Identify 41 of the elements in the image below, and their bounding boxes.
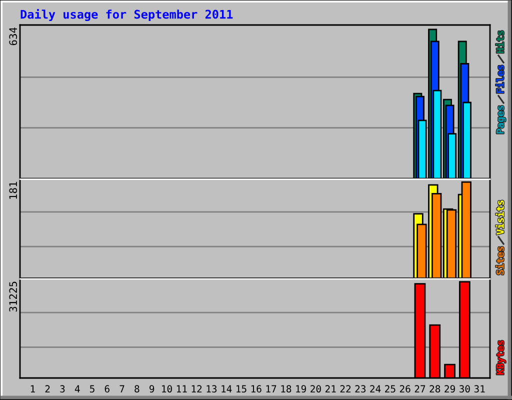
x-tick-label: 14 bbox=[222, 385, 232, 392]
x-tick-label: 15 bbox=[236, 385, 246, 393]
x-tick-label: 28 bbox=[430, 385, 440, 393]
x-tick-label: 29 bbox=[444, 385, 455, 393]
x-tick-label: 6 bbox=[104, 385, 110, 393]
chart-title: Daily usage for September 2011 bbox=[20, 8, 233, 22]
x-tick-label: 8 bbox=[134, 385, 140, 393]
x-tick-label: 23 bbox=[355, 385, 366, 393]
x-tick-label: 20 bbox=[310, 385, 321, 393]
x-tick-label: 22 bbox=[340, 385, 351, 392]
text: 31225 bbox=[9, 282, 18, 312]
x-tick-label: 18 bbox=[281, 385, 292, 393]
x-tick-label: 30 bbox=[459, 385, 470, 393]
x-tick-label: 25 bbox=[385, 385, 396, 393]
x-tick-label: 19 bbox=[296, 385, 306, 393]
text: Files bbox=[496, 65, 504, 94]
x-tick-label: 21 bbox=[325, 385, 336, 392]
text: Pages bbox=[496, 106, 506, 134]
text: Visits bbox=[496, 200, 504, 235]
text: KBytes bbox=[496, 340, 506, 374]
x-tick-label: 4 bbox=[74, 385, 80, 392]
x-tick-label: 26 bbox=[400, 385, 410, 393]
x-tick-label: 9 bbox=[150, 385, 154, 393]
x-tick-label: 11 bbox=[176, 385, 187, 392]
x-tick-label: 3 bbox=[60, 385, 65, 393]
x-tick-label: 13 bbox=[206, 385, 217, 393]
text: Sites bbox=[496, 246, 504, 275]
x-tick-label: 10 bbox=[162, 385, 172, 393]
x-tick-label: 7 bbox=[120, 385, 124, 392]
x-tick-label: 12 bbox=[192, 385, 202, 392]
x-tick-label: 27 bbox=[414, 385, 426, 392]
text: 181 bbox=[9, 182, 18, 199]
x-tick-label: 5 bbox=[90, 385, 94, 393]
x-tick-label: 1 bbox=[30, 385, 35, 392]
text: 634 bbox=[9, 28, 18, 46]
x-tick-label: 16 bbox=[251, 385, 262, 393]
x-tick-label: 31 bbox=[474, 385, 485, 393]
x-tick-label: 2 bbox=[45, 385, 50, 392]
text: Hits bbox=[496, 30, 504, 53]
x-tick-label: 17 bbox=[266, 385, 276, 392]
x-tick-label: 24 bbox=[370, 385, 381, 392]
